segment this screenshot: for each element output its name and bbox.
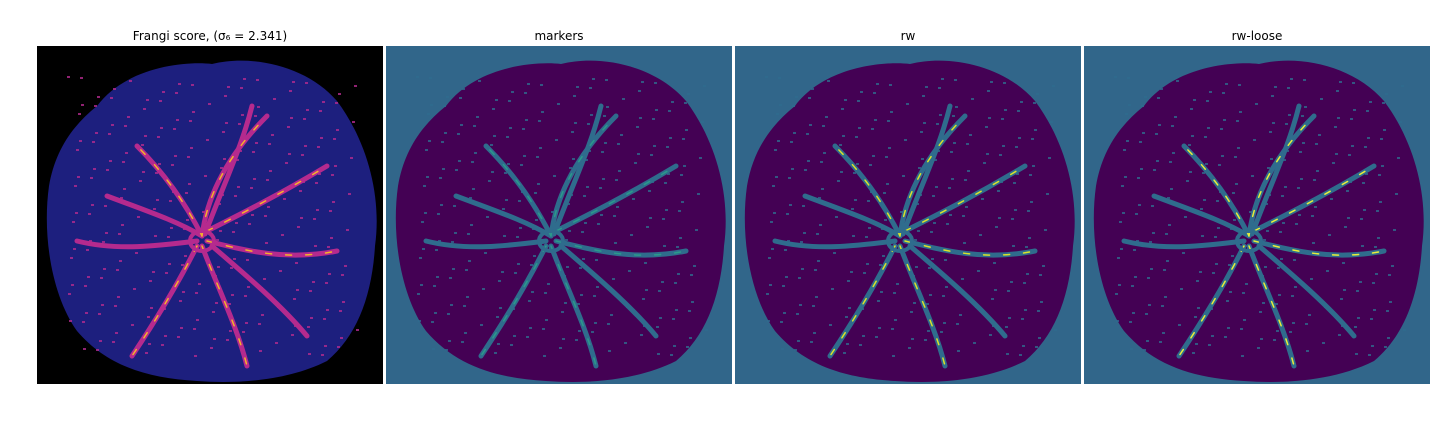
frangi-score-image: [37, 46, 383, 384]
vessel-segmentation-map-icon: [1084, 46, 1430, 384]
panel-title-rw-loose: rw-loose: [1231, 29, 1283, 43]
vessel-marker-map-icon: [386, 46, 732, 384]
vessel-heatmap-icon: [37, 46, 383, 384]
panel-title-rw: rw: [900, 29, 916, 43]
rw-image: [735, 46, 1081, 384]
panel-title-markers: markers: [534, 29, 584, 43]
vessel-segmentation-map-icon: [735, 46, 1081, 384]
panel-title-frangi: Frangi score, (σ₆ = 2.341): [132, 29, 288, 43]
markers-image: [386, 46, 732, 384]
rw-loose-image: [1084, 46, 1430, 384]
